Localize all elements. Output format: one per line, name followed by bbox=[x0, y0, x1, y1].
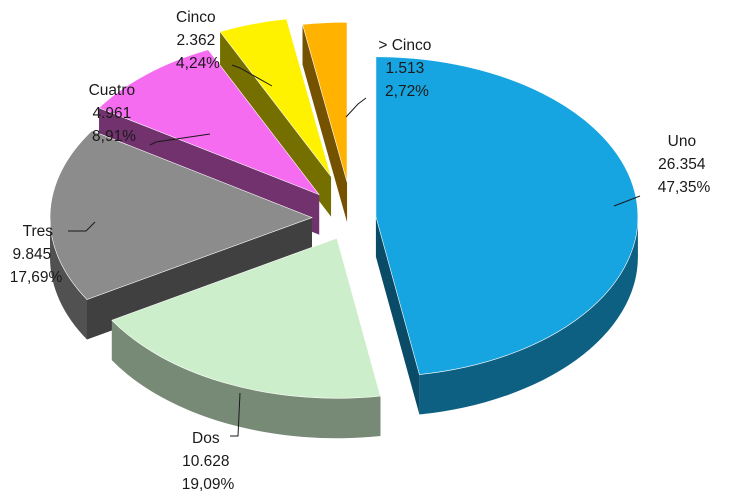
leader-line-tres bbox=[68, 221, 96, 232]
pie-slice-mas-cinco bbox=[302, 21, 348, 223]
data-labels: Uno 26.354 47,35% Dos 10.628 19,09% Tres… bbox=[10, 9, 711, 493]
slice-value-cinco: 2.362 bbox=[176, 32, 215, 49]
pie-slice-wall-cinco-0 bbox=[220, 31, 332, 217]
slice-name-mas-cinco: > Cinco bbox=[378, 37, 431, 54]
slice-label-dos: Dos 10.628 19,09% bbox=[182, 430, 235, 493]
pie-slice-uno bbox=[375, 56, 639, 415]
slice-label-mas-cinco: > Cinco 1.513 2,72% bbox=[378, 37, 435, 100]
slice-percent-tres: 17,69% bbox=[10, 269, 63, 286]
leader-line-dos bbox=[230, 392, 241, 437]
slice-value-dos: 10.628 bbox=[182, 453, 229, 470]
pie-slice-top-cuatro bbox=[98, 49, 321, 196]
leader-line-cinco bbox=[231, 64, 273, 87]
slice-label-cinco: Cinco 2.362 4,24% bbox=[176, 9, 220, 72]
pie-slices bbox=[49, 18, 639, 439]
slice-name-dos: Dos bbox=[192, 430, 220, 447]
pie-slice-top-uno bbox=[375, 56, 639, 375]
slice-percent-cuatro: 8,91% bbox=[92, 128, 136, 145]
leader-line-uno bbox=[613, 195, 641, 207]
slice-percent-mas-cinco: 2,72% bbox=[385, 83, 429, 100]
pie-slice-dos bbox=[111, 237, 381, 439]
slice-value-mas-cinco: 1.513 bbox=[385, 60, 424, 77]
pie-slice-wall-uno-1 bbox=[375, 216, 420, 415]
slice-name-cuatro: Cuatro bbox=[89, 82, 136, 99]
pie-slice-cinco bbox=[219, 18, 332, 217]
slice-percent-uno: 47,35% bbox=[658, 179, 711, 196]
pie-slice-side-dos bbox=[111, 320, 381, 439]
pie-slice-side-tres bbox=[50, 217, 88, 340]
slice-label-uno: Uno 26.354 47,35% bbox=[658, 133, 711, 196]
pie-slice-top-cinco bbox=[219, 18, 332, 177]
slice-percent-dos: 19,09% bbox=[182, 476, 235, 493]
slice-label-cuatro: Cuatro 4.961 8,91% bbox=[89, 82, 140, 145]
slice-value-uno: 26.354 bbox=[658, 156, 706, 173]
slice-name-tres: Tres bbox=[23, 223, 54, 240]
pie-slice-top-dos bbox=[111, 237, 381, 399]
leader-line-cuatro bbox=[149, 133, 211, 146]
pie-slice-top-mas-cinco bbox=[302, 21, 348, 183]
slice-value-tres: 9.845 bbox=[12, 246, 51, 263]
slice-label-tres: Tres 9.845 17,69% bbox=[10, 223, 63, 286]
slice-name-uno: Uno bbox=[668, 133, 696, 150]
pie-slice-top-tres bbox=[49, 130, 313, 300]
slice-name-cinco: Cinco bbox=[176, 9, 216, 26]
slice-value-cuatro: 4.961 bbox=[92, 105, 131, 122]
leader-line-mas-cinco bbox=[345, 97, 367, 118]
pie-slice-side-uno bbox=[419, 216, 638, 415]
pie-slice-wall-mas-cinco-0 bbox=[302, 24, 348, 223]
slice-percent-cinco: 4,24% bbox=[176, 55, 220, 72]
